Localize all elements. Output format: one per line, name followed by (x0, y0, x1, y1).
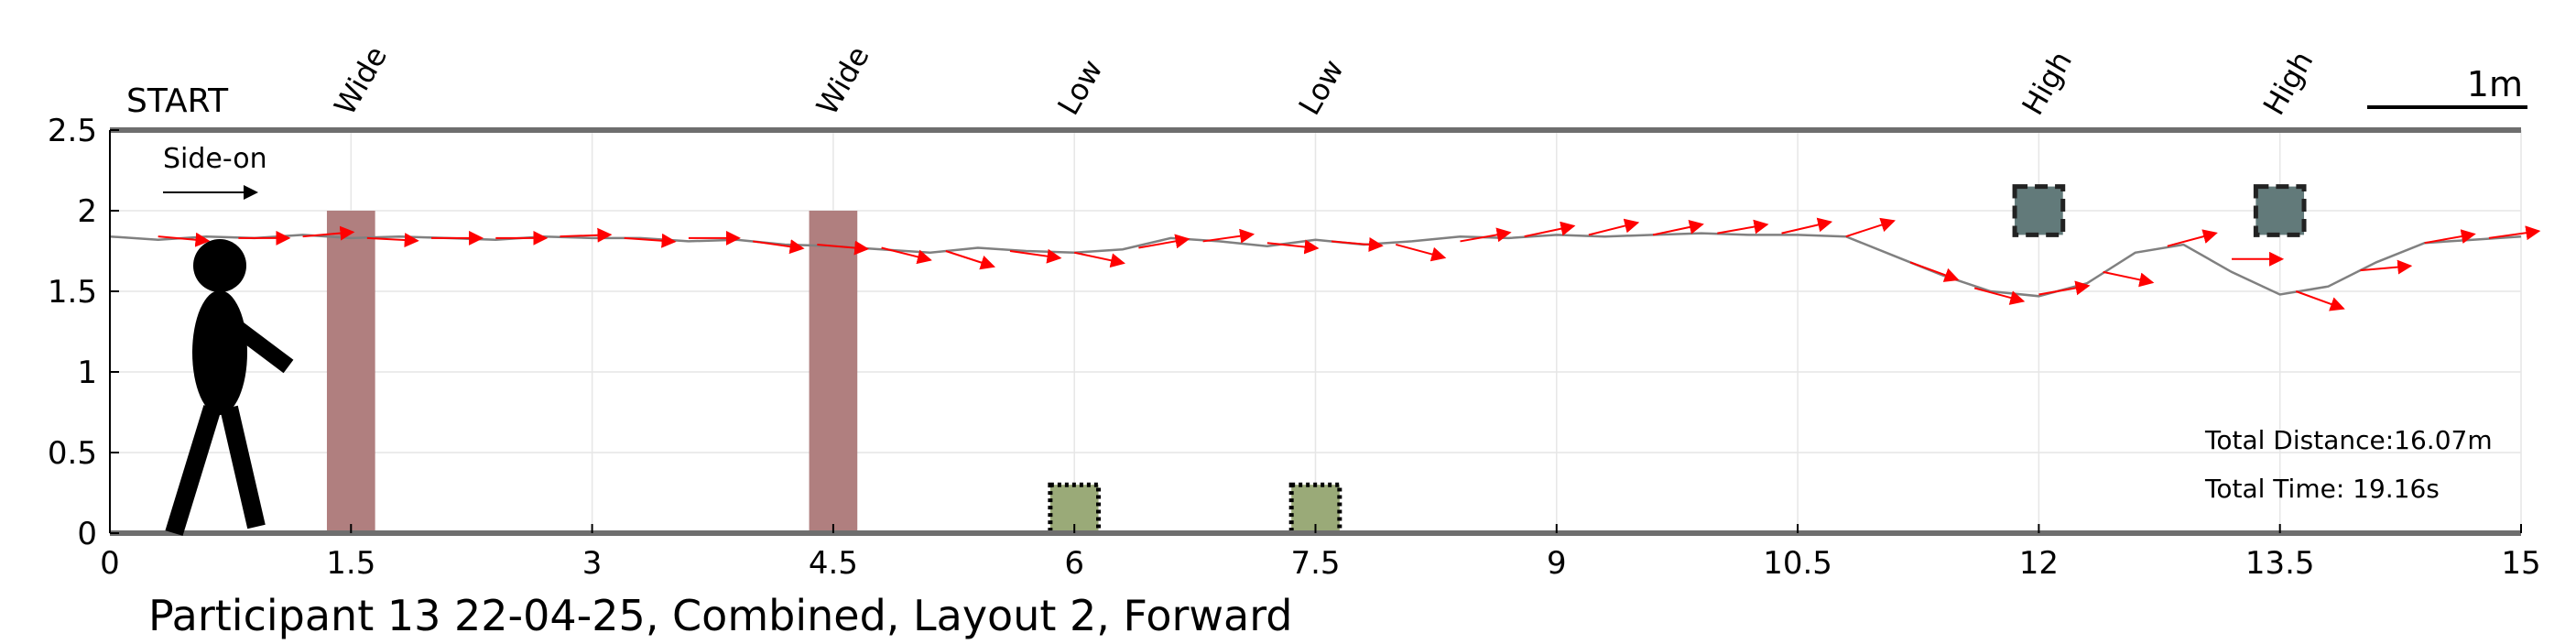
heading-arrow (1460, 227, 1512, 243)
heading-arrow (881, 246, 932, 265)
y-tick-label: 1 (77, 355, 97, 391)
heading-arrow (1909, 261, 1960, 282)
obstacles (326, 184, 2307, 536)
heading-arrow (1781, 217, 1833, 235)
heading-arrow (1652, 220, 1704, 236)
x-tick-label: 0 (100, 545, 120, 582)
total-distance: Total Distance:16.07m (2204, 425, 2493, 455)
obstacle-wide (809, 211, 858, 533)
x-tick-label: 15 (2501, 545, 2540, 582)
axes (109, 127, 2522, 536)
obstacle-high (2012, 184, 2066, 237)
x-tick-label: 1.5 (326, 545, 375, 582)
heading-arrow (302, 225, 355, 241)
scale-bar-label: 1m (2467, 64, 2523, 104)
y-tick-label: 0 (77, 516, 97, 552)
obstacle-labels: Wide Wide Low Low High High (327, 40, 2320, 121)
heading-arrow (2167, 229, 2218, 247)
walker-body (192, 290, 247, 415)
heading-arrow (158, 232, 211, 247)
heading-arrow (624, 233, 677, 248)
walker-leg-left (165, 405, 222, 536)
heading-arrow (1717, 219, 1769, 235)
start-label: START (126, 82, 229, 120)
heading-arrow (1073, 251, 1125, 268)
y-tick-label: 0.5 (48, 435, 97, 472)
walker-icon (165, 239, 294, 536)
heading-arrow (2038, 280, 2091, 296)
obstacle-wide (326, 211, 375, 533)
x-tick-label: 9 (1547, 545, 1567, 582)
x-tick-label: 6 (1064, 545, 1084, 582)
heading-arrow (817, 240, 870, 256)
heading-arrow (1331, 237, 1384, 252)
heading-arrow (1202, 228, 1255, 244)
walker-leg-right (220, 405, 266, 529)
heading-arrow (2360, 259, 2413, 275)
figure-caption: Participant 13 22-04-25, Combined, Layou… (148, 591, 1293, 640)
heading-arrow (2103, 270, 2155, 288)
heading-arrow (1973, 287, 2026, 305)
heading-arrow (1845, 217, 1896, 238)
x-tick-label: 10.5 (1763, 545, 1832, 582)
y-tick-label: 2 (77, 193, 97, 230)
obstacle-label: High (2015, 45, 2079, 121)
obstacle-label: Low (1050, 53, 1109, 121)
heading-arrow (1524, 221, 1576, 238)
heading-arrow (2488, 225, 2541, 241)
heading-arrow (560, 227, 613, 243)
side-on-indicator: Side-on (163, 143, 267, 200)
walker-arm (228, 318, 294, 374)
grid (109, 129, 2522, 534)
obstacle-label: Wide (327, 40, 394, 121)
obstacle-high (2253, 184, 2307, 237)
heading-arrow (752, 239, 805, 255)
obstacle-label: High (2256, 45, 2321, 121)
heading-arrow (366, 233, 419, 248)
walker-head (193, 239, 246, 292)
total-time: Total Time: 19.16s (2204, 474, 2440, 504)
x-tick-label: 12 (2019, 545, 2059, 582)
tick-labels: 0 1.5 3 4.5 6 7.5 9 10.5 12 13.5 15 0 0.5 1 1.5 2 2.5 (48, 113, 2541, 582)
scale-bar: 1m (2367, 64, 2527, 109)
heading-arrow (2295, 290, 2345, 311)
x-tick-label: 13.5 (2245, 545, 2315, 582)
heading-arrow (2424, 229, 2476, 245)
heading-arrow (945, 250, 995, 270)
obstacle-label: Low (1292, 53, 1351, 121)
heading-arrows (158, 217, 2541, 311)
heading-arrow (1138, 234, 1190, 249)
side-on-label: Side-on (163, 143, 267, 175)
heading-arrow (1266, 239, 1320, 255)
heading-arrow (1588, 218, 1640, 236)
heading-arrow (1396, 243, 1447, 262)
heading-arrow (1009, 248, 1062, 264)
x-tick-label: 7.5 (1290, 545, 1340, 582)
obstacle-label: Wide (810, 40, 876, 121)
y-tick-label: 1.5 (48, 274, 97, 311)
x-tick-label: 4.5 (809, 545, 858, 582)
y-tick-label: 2.5 (48, 113, 97, 149)
x-tick-label: 3 (582, 545, 603, 582)
